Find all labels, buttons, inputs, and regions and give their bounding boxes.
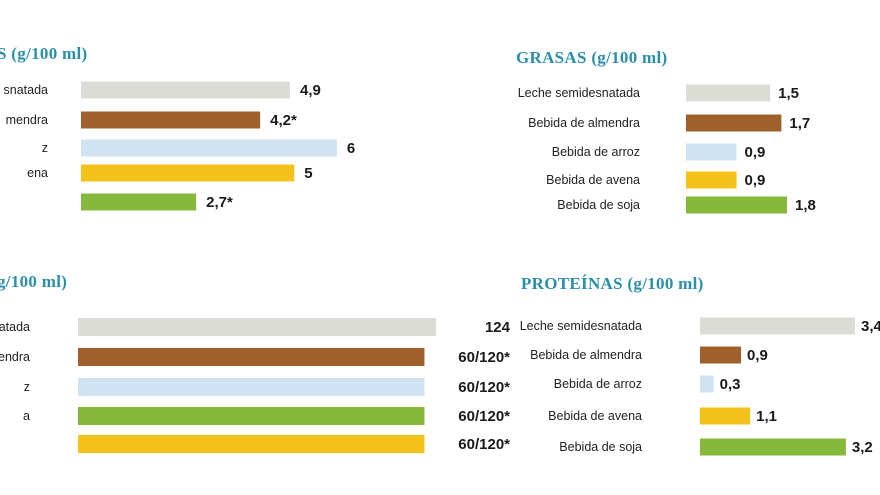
bar <box>81 164 295 182</box>
bar <box>700 375 714 393</box>
panel-title-bottom-left: g/100 ml) <box>0 272 68 291</box>
bar <box>686 143 737 161</box>
value-label: 0,9 <box>747 347 768 364</box>
category-label: mendra <box>0 350 30 364</box>
value-label: 60/120* <box>458 436 510 453</box>
category-label: Bebida de arroz <box>552 145 640 159</box>
bar <box>686 196 787 214</box>
bar <box>700 346 742 364</box>
value-label: 1,1 <box>756 408 777 425</box>
bar <box>700 407 751 425</box>
value-label: 0,9 <box>745 172 766 189</box>
category-label: ena <box>27 166 48 180</box>
value-label: 4,9 <box>300 82 321 99</box>
category-label: Bebida de avena <box>546 173 640 187</box>
category-label: a <box>23 409 30 423</box>
category-label: Bebida de arroz <box>554 377 642 391</box>
category-label: Bebida de avena <box>548 409 642 423</box>
category-label: Leche semidesnatada <box>520 319 642 333</box>
category-label: snatada <box>0 320 30 334</box>
chart-panel-0: snatada 4,9 mendra 4,2* z 6 ena 5 2,7* <box>4 81 355 211</box>
panel-title-top-left: S (g/100 ml) <box>0 44 88 63</box>
value-label: 0,3 <box>720 376 741 393</box>
bar <box>81 193 197 211</box>
category-label: z <box>42 141 48 155</box>
bar <box>700 438 846 456</box>
value-label: 3,2 <box>852 439 873 456</box>
bar <box>686 114 782 132</box>
value-label: 4,2* <box>270 112 297 129</box>
value-label: 60/120* <box>458 408 510 425</box>
value-label: 0,9 <box>745 144 766 161</box>
category-label: Bebida de almendra <box>530 348 642 362</box>
value-label: 124 <box>485 319 511 336</box>
category-label: Bebida de almendra <box>528 116 640 130</box>
chart-panel-3: Leche semidesnatada 3,4 Bebida de almendra… <box>520 317 880 456</box>
bar <box>78 435 425 453</box>
category-label: Bebida de soja <box>559 440 642 454</box>
chart-panel-1: Leche semidesnatada 1,5 Bebida de almendra… <box>518 84 816 214</box>
bar <box>686 84 771 102</box>
value-label: 3,4 <box>861 318 880 335</box>
bar <box>81 139 337 157</box>
bar <box>78 378 425 396</box>
panel-title-proteinas: PROTEÍNAS (g/100 ml) <box>521 274 704 293</box>
category-label: snatada <box>4 83 49 97</box>
category-label: Bebida de soja <box>557 198 640 212</box>
value-label: 6 <box>347 140 355 157</box>
category-label: Leche semidesnatada <box>518 86 640 100</box>
value-label: 1,7 <box>789 115 810 132</box>
bar <box>78 348 425 366</box>
panel-title-grasas: GRASAS (g/100 ml) <box>516 48 668 67</box>
bar <box>81 111 261 129</box>
value-label: 5 <box>304 165 312 182</box>
category-label: mendra <box>6 113 48 127</box>
bar <box>700 317 855 335</box>
value-label: 60/120* <box>458 349 510 366</box>
bar <box>78 407 425 425</box>
bar <box>81 81 290 99</box>
bar <box>686 171 737 189</box>
chart-panel-2: snatada 124 mendra 60/120* z 60/120* a 60/120* 6… <box>0 318 511 453</box>
value-label: 2,7* <box>206 194 233 211</box>
bar <box>78 318 436 336</box>
value-label: 1,5 <box>778 85 799 102</box>
value-label: 60/120* <box>458 379 510 396</box>
value-label: 1,8 <box>795 197 816 214</box>
category-label: z <box>24 380 30 394</box>
